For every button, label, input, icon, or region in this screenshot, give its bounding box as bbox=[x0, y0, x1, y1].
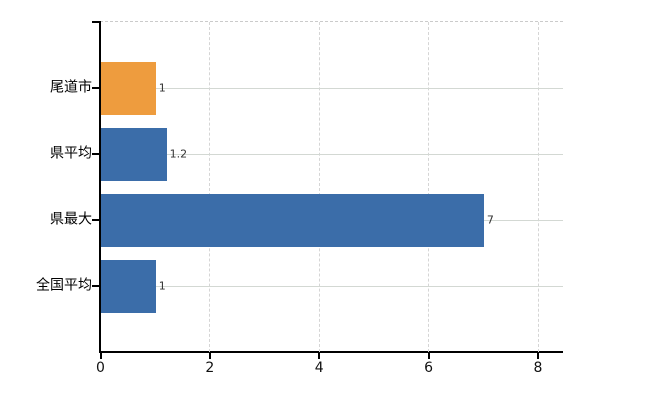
bar-value-label: 1.2 bbox=[169, 147, 188, 161]
x-tick bbox=[427, 352, 430, 359]
x-gridline bbox=[537, 22, 539, 352]
bar-2 bbox=[101, 193, 484, 247]
y-tick bbox=[92, 219, 100, 221]
bar-value-label: 1 bbox=[158, 279, 166, 293]
y-gridline bbox=[101, 87, 563, 89]
x-tick-label: 2 bbox=[205, 360, 215, 376]
bar-3 bbox=[101, 259, 156, 313]
bar-value-label: 1 bbox=[158, 81, 166, 95]
y-gridline bbox=[101, 153, 563, 155]
bar-1 bbox=[101, 127, 167, 181]
x-tick-label: 6 bbox=[424, 360, 434, 376]
y-axis-top-tick bbox=[92, 21, 100, 23]
x-gridline bbox=[209, 22, 211, 352]
category-label: 尾道市 bbox=[50, 79, 92, 96]
y-axis-line bbox=[99, 21, 101, 353]
x-tick-label: 8 bbox=[533, 360, 543, 376]
x-tick-label: 0 bbox=[96, 360, 105, 376]
x-tick bbox=[99, 352, 102, 359]
x-gridline bbox=[428, 22, 430, 352]
category-label: 県平均 bbox=[50, 145, 92, 162]
category-label: 県最大 bbox=[50, 211, 92, 228]
y-tick bbox=[92, 87, 100, 89]
y-tick bbox=[92, 153, 100, 155]
category-label: 全国平均 bbox=[36, 277, 92, 294]
x-gridline bbox=[318, 22, 320, 352]
x-tick bbox=[537, 352, 539, 359]
bar-value-label: 7 bbox=[486, 213, 494, 227]
x-axis-line bbox=[99, 351, 563, 353]
plot-top-border bbox=[100, 21, 563, 22]
x-tick bbox=[208, 352, 211, 359]
y-tick bbox=[92, 285, 100, 287]
y-gridline bbox=[101, 285, 563, 287]
x-tick-label: 4 bbox=[314, 360, 324, 376]
bar-0 bbox=[101, 61, 156, 115]
x-tick bbox=[318, 352, 321, 359]
